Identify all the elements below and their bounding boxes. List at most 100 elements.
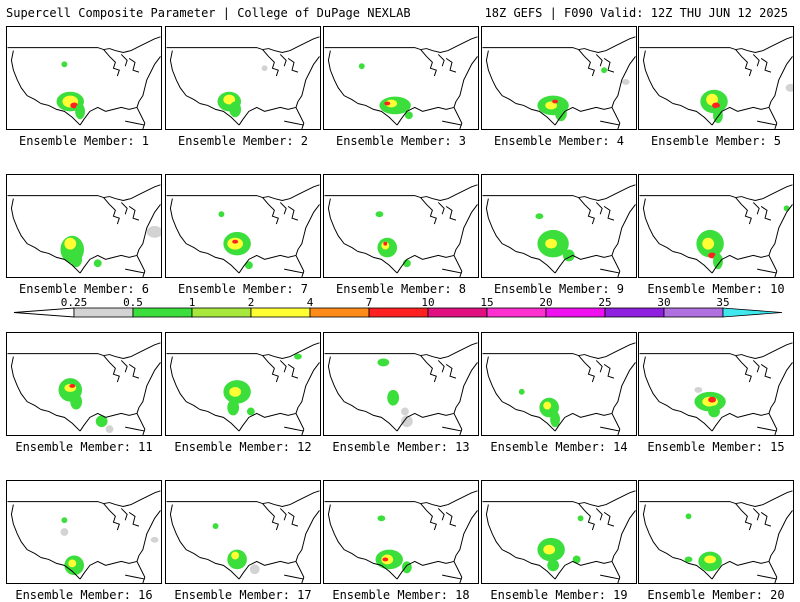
- map-boundary-line: [357, 103, 398, 126]
- scp-field-blob: [383, 241, 388, 246]
- colorbar-segment: [486, 307, 547, 318]
- colorbar-segment: [663, 307, 724, 318]
- scp-field-blob: [704, 555, 716, 564]
- map-boundary-line: [109, 490, 161, 508]
- map-boundary-line: [578, 503, 615, 531]
- map-boundary-line: [757, 574, 777, 580]
- scp-field-blob: [358, 63, 365, 70]
- map-boundary-line: [554, 412, 613, 432]
- member-label-19: Ensemble Member: 19: [490, 588, 628, 602]
- map-boundary-line: [426, 490, 478, 508]
- map-boundary-line: [735, 503, 772, 531]
- map-boundary-line: [741, 184, 793, 202]
- map-boundary-line: [584, 490, 636, 508]
- member-label-13: Ensemble Member: 13: [332, 440, 470, 454]
- map-boundary-line: [136, 561, 146, 583]
- map-boundary-line: [639, 195, 742, 199]
- scp-field-blob: [70, 251, 83, 268]
- map-boundary-line: [396, 560, 455, 580]
- member-map-18: [324, 490, 478, 583]
- map-boundary-line: [554, 254, 613, 274]
- map-boundary-line: [324, 353, 427, 357]
- scp-field-blob: [229, 101, 242, 118]
- map-boundary-line: [268, 36, 320, 54]
- scp-field-blob: [223, 94, 236, 105]
- map-boundary-line: [442, 120, 462, 126]
- map-boundary-line: [453, 362, 478, 414]
- colorbar-left-arrow: [13, 307, 75, 318]
- map-boundary-line: [741, 36, 793, 54]
- scp-field-blob: [95, 415, 108, 428]
- scp-field-blob: [702, 237, 715, 250]
- map-boundary-line: [199, 409, 240, 432]
- scp-field-blob: [712, 102, 720, 109]
- member-panel-17: [165, 480, 321, 584]
- member-panel-4: [481, 26, 637, 130]
- scp-field-blob: [246, 407, 255, 416]
- map-boundary-line: [284, 268, 304, 274]
- scp-field-blob: [93, 259, 102, 268]
- member-panel-2: [165, 26, 321, 130]
- scp-field-blob: [294, 353, 302, 360]
- map-boundary-line: [672, 103, 713, 126]
- map-boundary-line: [515, 103, 556, 126]
- scp-field-blob: [61, 517, 68, 524]
- colorbar-tick-label: 25: [598, 296, 611, 309]
- scp-field-blob: [231, 551, 240, 560]
- member-label-4: Ensemble Member: 4: [493, 134, 625, 148]
- scp-field-blob: [261, 65, 268, 72]
- map-boundary-line: [426, 184, 478, 202]
- colorbar-tick-label: 15: [480, 296, 493, 309]
- map-boundary-line: [136, 255, 146, 277]
- map-boundary-line: [136, 56, 161, 108]
- scp-field-blob: [377, 515, 386, 522]
- map-boundary-line: [426, 342, 478, 360]
- scp-field-blob: [384, 101, 391, 106]
- map-boundary-line: [109, 184, 161, 202]
- scp-field-blob: [708, 405, 720, 418]
- map-boundary-line: [642, 504, 674, 558]
- map-boundary-line: [199, 103, 240, 126]
- map-boundary-line: [711, 106, 770, 126]
- map-boundary-line: [199, 557, 240, 580]
- map-boundary-line: [453, 561, 463, 583]
- scp-field-blob: [232, 239, 239, 244]
- scp-field-blob: [382, 557, 389, 562]
- map-boundary-line: [295, 510, 320, 562]
- chart-title: Supercell Composite Parameter | College …: [6, 6, 411, 20]
- map-boundary-line: [125, 120, 145, 126]
- map-boundary-line: [554, 560, 613, 580]
- map-boundary-line: [396, 254, 455, 274]
- map-boundary-line: [642, 356, 674, 410]
- scp-field-blob: [785, 83, 793, 92]
- map-boundary-line: [40, 251, 81, 274]
- colorbar-tick-label: 10: [421, 296, 434, 309]
- map-boundary-line: [485, 504, 517, 558]
- member-map-11: [7, 342, 161, 435]
- map-boundary-line: [10, 504, 42, 558]
- map-boundary-line: [295, 107, 305, 129]
- member-panel-6: [6, 174, 162, 278]
- member-map-6: [7, 184, 161, 277]
- scp-field-blob: [75, 103, 85, 120]
- map-boundary-line: [103, 355, 140, 383]
- scp-field-blob: [69, 384, 76, 388]
- member-label-1: Ensemble Member: 1: [18, 134, 150, 148]
- map-boundary-line: [262, 49, 299, 77]
- map-boundary-line: [125, 426, 145, 432]
- member-label-14: Ensemble Member: 14: [490, 440, 628, 454]
- colorbar-segment: [604, 307, 665, 318]
- scp-field-blob: [227, 399, 240, 416]
- run-info: 18Z GEFS | F090 Valid: 12Z THU JUN 12 20…: [484, 6, 788, 20]
- colorbar-segment: [250, 307, 311, 318]
- scp-field-blob: [601, 67, 608, 74]
- map-boundary-line: [103, 49, 140, 77]
- member-panel-5: [638, 26, 794, 130]
- map-boundary-line: [741, 490, 793, 508]
- map-boundary-line: [453, 204, 478, 256]
- scp-field-blob: [535, 213, 544, 220]
- map-boundary-line: [584, 184, 636, 202]
- map-boundary-line: [262, 503, 299, 531]
- scp-field-blob: [684, 556, 693, 563]
- map-boundary-line: [711, 412, 770, 432]
